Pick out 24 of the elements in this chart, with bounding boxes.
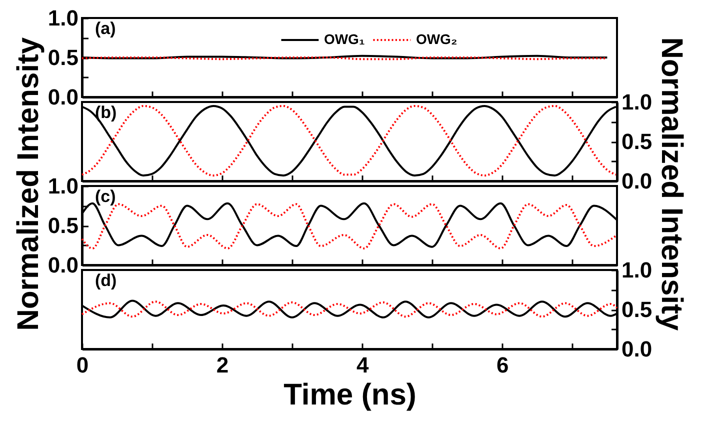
- annotation: (d): [95, 271, 117, 290]
- x-axis-title: Time (ns): [284, 378, 416, 412]
- y-tick-label: 0.0: [48, 252, 78, 278]
- legend-label: OWG₂: [416, 31, 458, 47]
- y-tick-label: 1.0: [48, 174, 78, 198]
- y2-tick-label: 1.0: [622, 90, 652, 114]
- annotation: (c): [95, 187, 116, 206]
- x-tick-label: 0: [76, 352, 89, 378]
- x-tick-label: 4: [356, 352, 370, 378]
- y-axis-title: Normalized Intensity: [12, 36, 45, 331]
- y2-tick-label: 0.0: [622, 336, 652, 362]
- y2-tick-label: 0.5: [622, 129, 652, 154]
- y-tick-label: 0.0: [48, 84, 78, 110]
- y-tick-label: 0.5: [48, 213, 78, 238]
- y2-tick-label: 1.0: [622, 258, 652, 282]
- y-tick-label: 1.0: [48, 6, 78, 30]
- y-tick-label: 0.5: [48, 45, 78, 70]
- legend-label: OWG₁: [324, 31, 365, 47]
- x-tick-label: 2: [216, 352, 229, 378]
- y2-axis-title: Normalized Intensity: [655, 37, 688, 332]
- y2-tick-label: 0.5: [622, 297, 652, 322]
- annotation: (a): [95, 19, 116, 38]
- x-tick-label: 6: [496, 352, 509, 378]
- y2-tick-label: 0.0: [622, 168, 652, 194]
